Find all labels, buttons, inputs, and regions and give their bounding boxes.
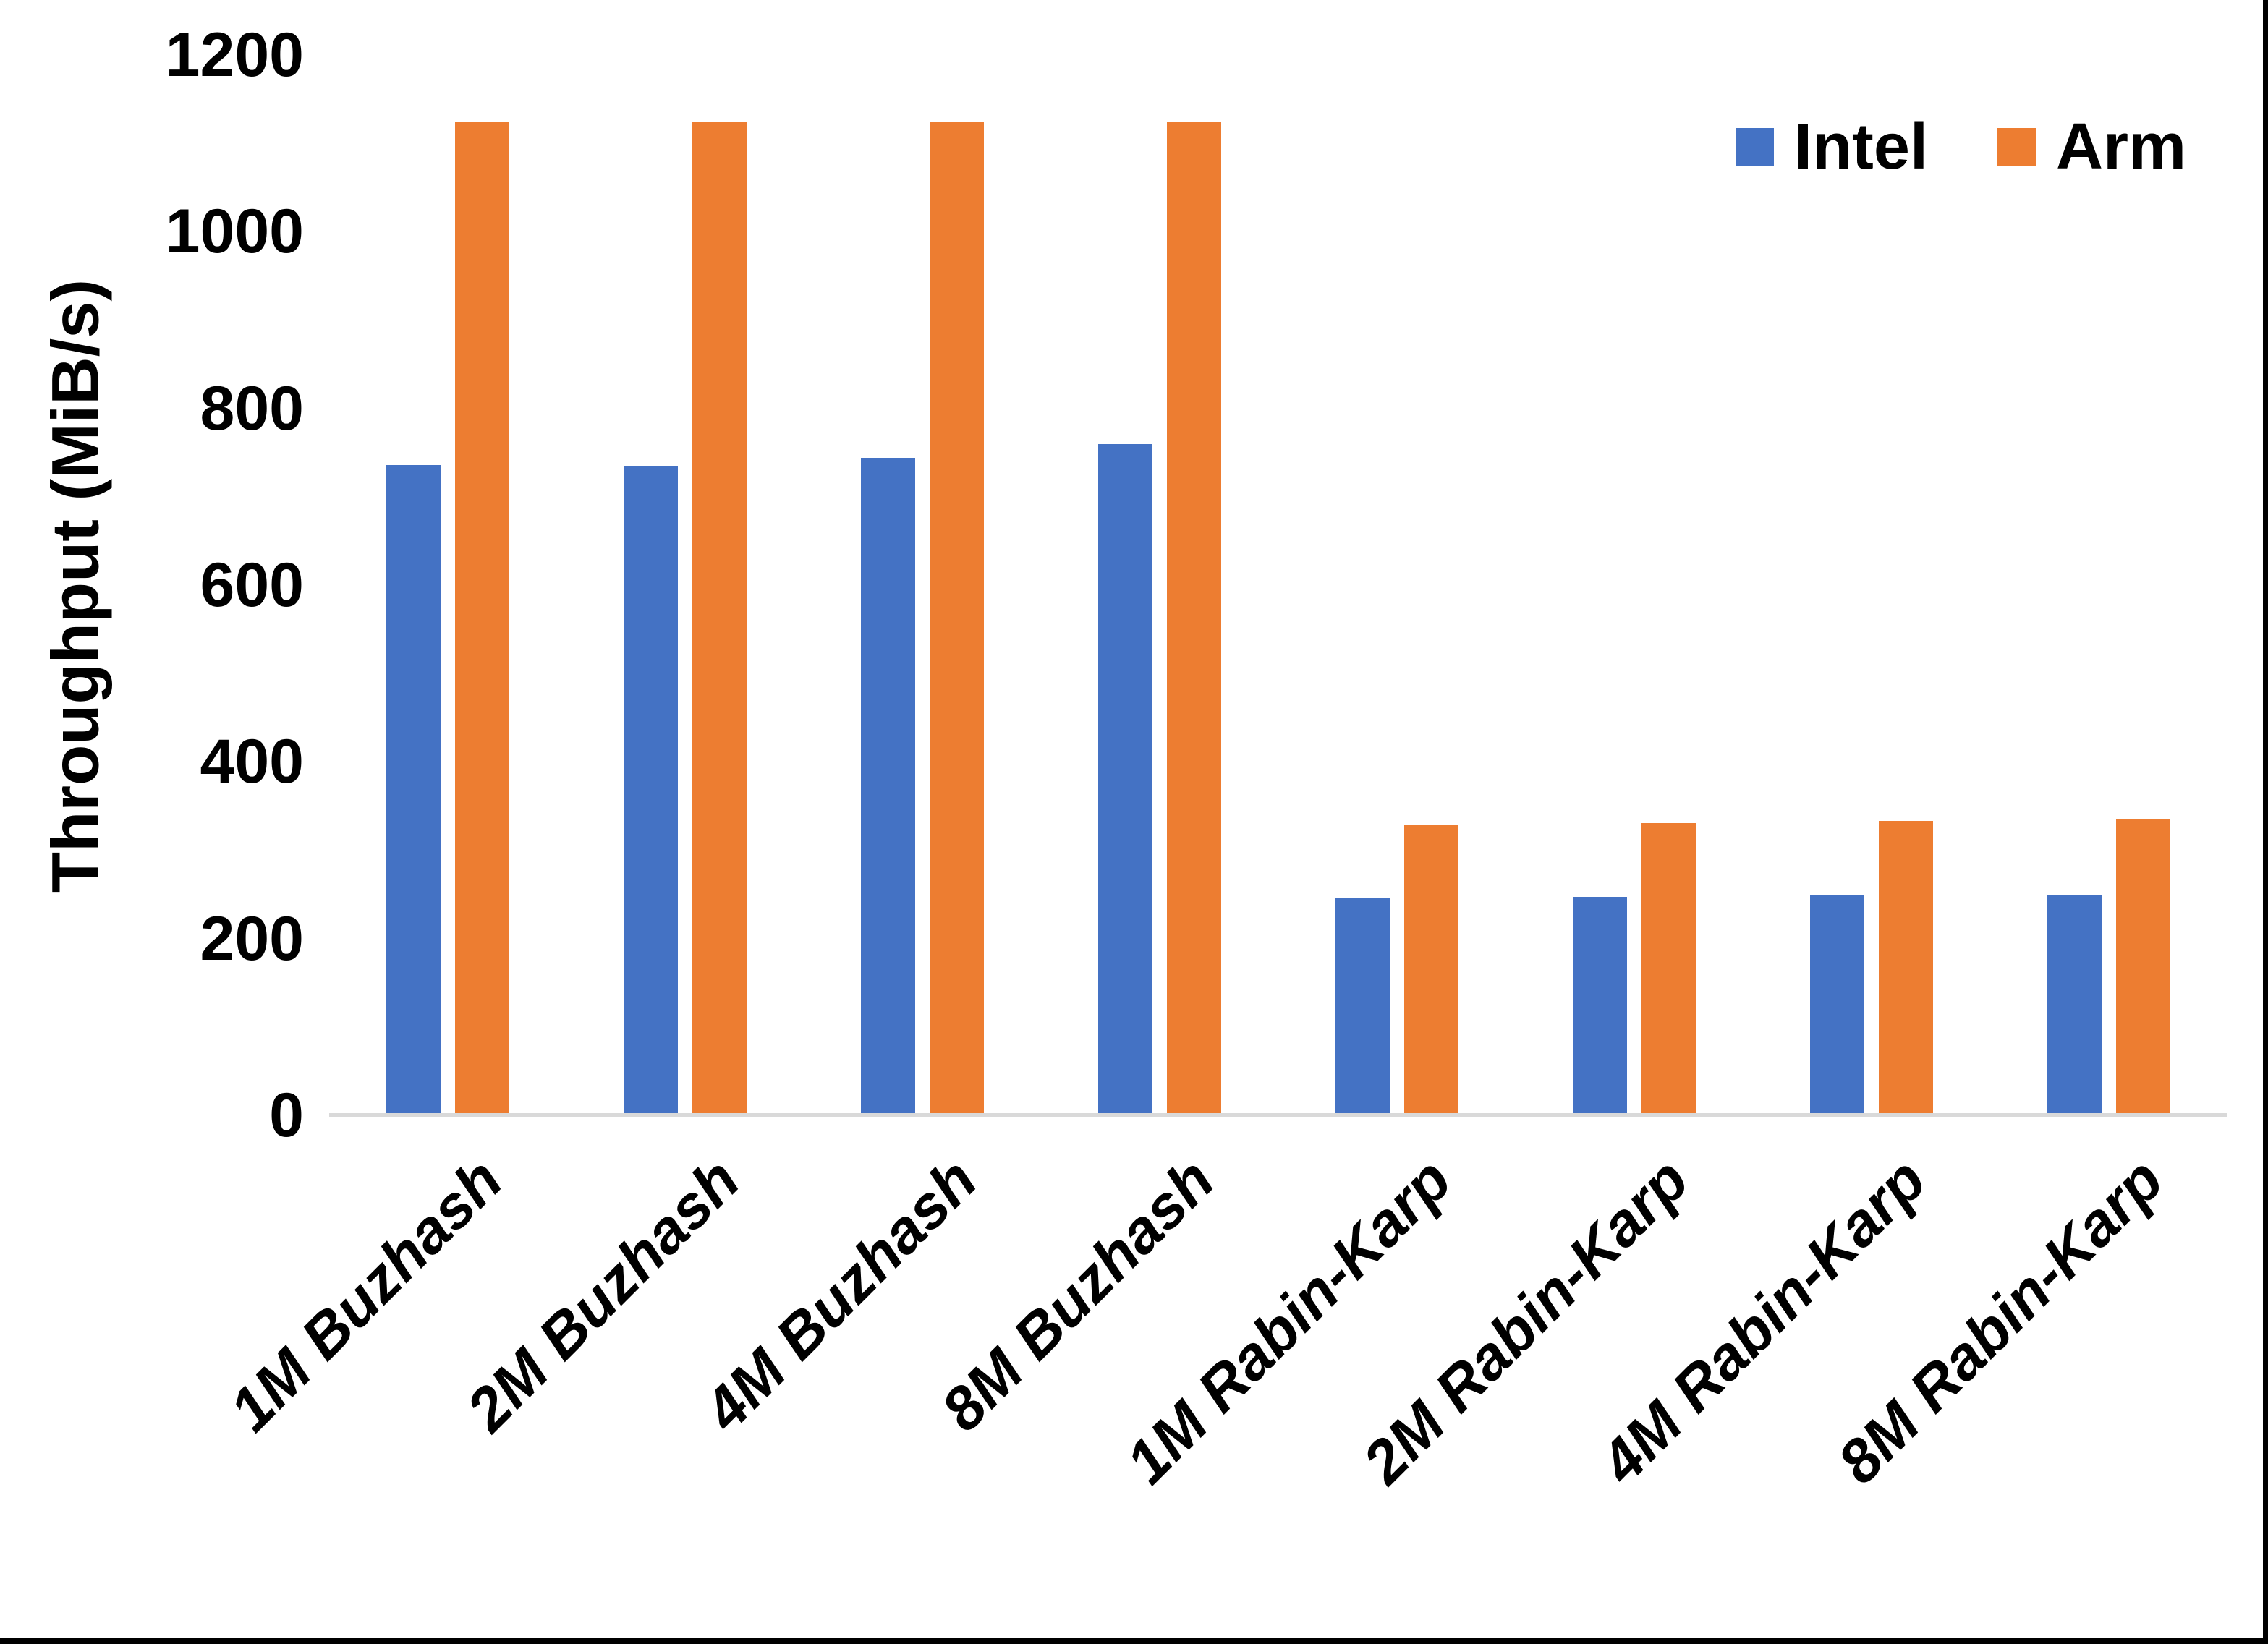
legend-label-arm: Arm <box>2055 111 2186 183</box>
bar-intel-2m-buzhash <box>624 466 678 1115</box>
bar-arm-2m-rabin-karp <box>1641 822 1696 1115</box>
y-tick-1200: 1200 <box>165 20 304 90</box>
bar-intel-8m-buzhash <box>1098 443 1152 1115</box>
legend-item-intel: Intel <box>1735 111 1928 183</box>
bar-intel-2m-rabin-karp <box>1573 897 1627 1115</box>
y-tick-0: 0 <box>269 1081 304 1150</box>
legend-label-intel: Intel <box>1793 111 1928 183</box>
legend: Intel Arm <box>1735 111 2186 183</box>
bar-intel-8m-rabin-karp <box>2047 894 2102 1115</box>
bar-intel-4m-buzhash <box>861 458 915 1115</box>
y-tick-600: 600 <box>200 550 305 620</box>
bar-arm-8m-rabin-karp <box>2116 819 2170 1115</box>
bar-intel-1m-rabin-karp <box>1335 898 1390 1115</box>
bar-arm-8m-buzhash <box>1167 122 1221 1115</box>
legend-item-arm: Arm <box>1997 114 2186 179</box>
bar-arm-1m-rabin-karp <box>1404 825 1458 1115</box>
y-tick-400: 400 <box>200 727 305 797</box>
bar-intel-4m-rabin-karp <box>1810 895 1864 1115</box>
bar-arm-4m-buzhash <box>930 122 984 1115</box>
bar-intel-1m-buzhash <box>386 464 441 1115</box>
y-tick-200: 200 <box>200 903 305 974</box>
intel-series-swatch <box>1735 127 1774 166</box>
arm-series-swatch <box>1997 127 2036 166</box>
x-axis-line <box>329 1113 2227 1117</box>
y-tick-1000: 1000 <box>165 197 304 267</box>
y-tick-800: 800 <box>200 373 305 443</box>
bar-arm-2m-buzhash <box>692 122 747 1115</box>
bar-arm-4m-rabin-karp <box>1879 821 1933 1115</box>
bar-arm-1m-buzhash <box>455 122 509 1115</box>
